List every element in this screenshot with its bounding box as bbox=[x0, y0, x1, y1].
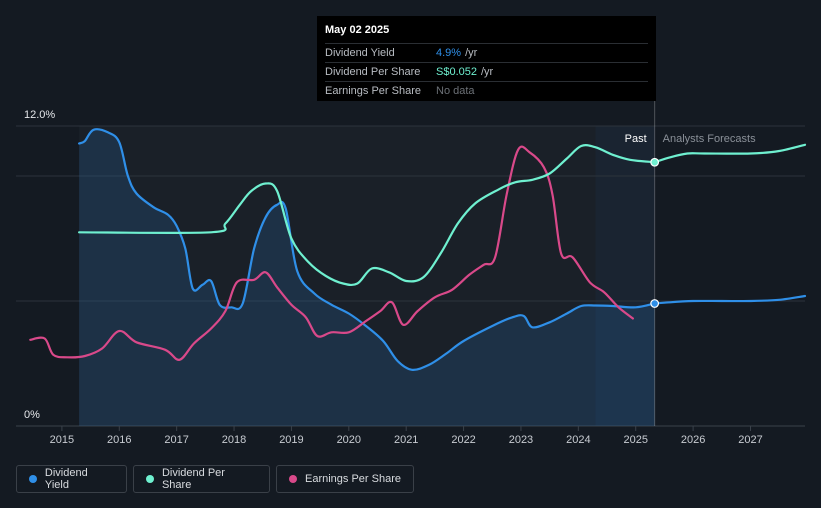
tooltip-unit: /yr bbox=[465, 47, 478, 59]
legend: Dividend Yield Dividend Per Share Earnin… bbox=[16, 465, 414, 493]
dividend-per-share-forecast-line bbox=[653, 143, 807, 164]
legend-label: Earnings Per Share bbox=[305, 473, 401, 485]
plot-area bbox=[29, 128, 807, 426]
x-tick-label: 2016 bbox=[107, 434, 131, 446]
tooltip-label: Dividend Yield bbox=[325, 47, 395, 59]
legend-dot-icon bbox=[146, 475, 154, 483]
legend-label: Dividend Yield bbox=[44, 467, 88, 491]
tooltip-row-dividend-per-share: Dividend Per Share S$0.052 /yr bbox=[325, 62, 648, 81]
x-tick-label: 2021 bbox=[394, 434, 418, 446]
x-tick-label: 2023 bbox=[509, 434, 533, 446]
legend-item-dividend-per-share[interactable]: Dividend Per Share bbox=[133, 465, 270, 493]
legend-item-earnings-per-share[interactable]: Earnings Per Share bbox=[276, 465, 414, 493]
tooltip-unit: /yr bbox=[480, 66, 494, 78]
x-tick-label: 2026 bbox=[681, 434, 705, 446]
x-tick-label: 2025 bbox=[623, 434, 647, 446]
x-tick-label: 2018 bbox=[222, 434, 246, 446]
legend-label: Dividend Per Share bbox=[161, 467, 225, 491]
tooltip: May 02 2025 Dividend Yield 4.9% /yr Divi… bbox=[317, 16, 656, 101]
x-tick-label: 2027 bbox=[738, 434, 762, 446]
dividend-yield-marker bbox=[650, 299, 660, 308]
legend-item-dividend-yield[interactable]: Dividend Yield bbox=[16, 465, 127, 493]
dividend-per-share-line bbox=[78, 144, 656, 287]
x-tick-label: 2017 bbox=[164, 434, 188, 446]
x-tick-label: 2020 bbox=[337, 434, 361, 446]
x-tick-label: 2022 bbox=[451, 434, 475, 446]
tooltip-row-earnings-per-share: Earnings Per Share No data bbox=[325, 81, 648, 100]
tooltip-date: May 02 2025 bbox=[325, 24, 390, 36]
x-axis: 2015 2016 2017 2018 2019 2020 2021 2022 2023 2024… bbox=[50, 426, 763, 446]
forecast-label: Analysts Forecasts bbox=[663, 133, 756, 145]
dividend-per-share-marker bbox=[650, 157, 660, 167]
dividend-yield-forecast-line bbox=[653, 294, 807, 305]
dividend-yield-line bbox=[78, 128, 656, 371]
legend-dot-icon bbox=[289, 475, 297, 483]
y-tick-label-top: 12.0% bbox=[24, 109, 55, 121]
tooltip-row-dividend-yield: Dividend Yield 4.9% /yr bbox=[325, 43, 648, 62]
earnings-per-share-line bbox=[29, 145, 634, 361]
x-tick-label: 2015 bbox=[50, 434, 74, 446]
current-markers bbox=[650, 157, 660, 308]
x-tick-label: 2024 bbox=[566, 434, 590, 446]
y-tick-label-bottom: 0% bbox=[24, 409, 40, 421]
x-tick-label: 2019 bbox=[279, 434, 303, 446]
past-label: Past bbox=[625, 133, 647, 145]
legend-dot-icon bbox=[29, 475, 37, 483]
dividend-yield-area bbox=[79, 129, 655, 426]
tooltip-value: 4.9% bbox=[436, 47, 462, 59]
tooltip-value: No data bbox=[436, 85, 475, 97]
tooltip-label: Earnings Per Share bbox=[325, 85, 421, 97]
tooltip-label: Dividend Per Share bbox=[325, 66, 421, 78]
tooltip-value: S$0.052 bbox=[436, 66, 477, 78]
